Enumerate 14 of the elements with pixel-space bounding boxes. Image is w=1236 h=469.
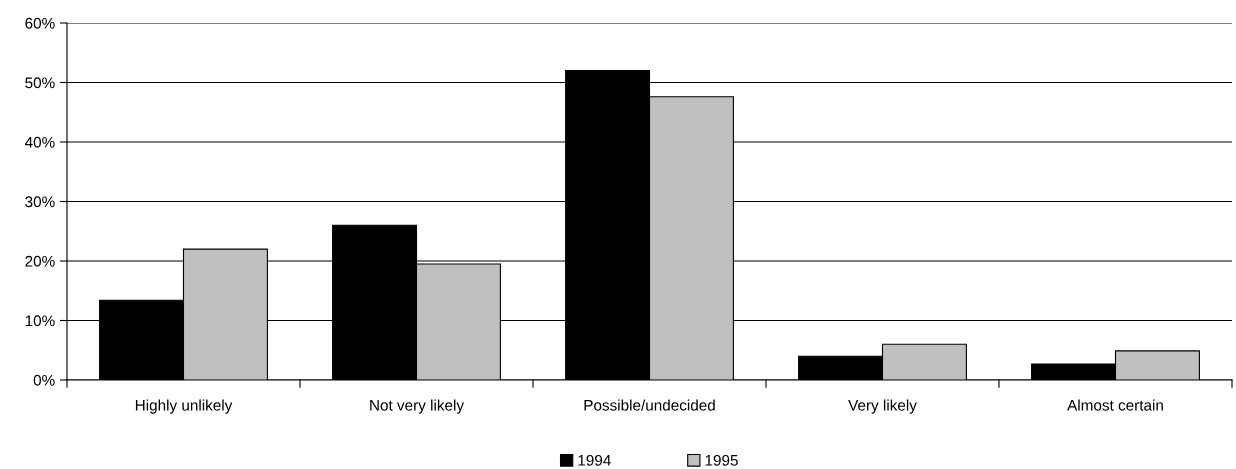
y-tick-label: 40% bbox=[24, 136, 55, 148]
x-tick-label: Almost certain bbox=[1067, 399, 1163, 411]
x-tick-label: Not very likely bbox=[370, 399, 465, 414]
x-tick-label: Highly unlikely bbox=[135, 399, 233, 414]
legend-label: 1995 bbox=[705, 454, 738, 466]
x-tick-label: Very likely bbox=[848, 399, 917, 414]
y-tick-label: 50% bbox=[25, 77, 55, 89]
y-tick-label: 0% bbox=[33, 374, 55, 386]
y-tick-label: 20% bbox=[25, 255, 55, 267]
legend-label: 1994 bbox=[578, 454, 611, 466]
x-tick-label: Possible/undecided bbox=[584, 399, 715, 411]
y-tick-label: 60% bbox=[25, 17, 55, 29]
y-tick-label: 10% bbox=[25, 315, 55, 327]
y-tick-label: 30% bbox=[25, 196, 55, 208]
